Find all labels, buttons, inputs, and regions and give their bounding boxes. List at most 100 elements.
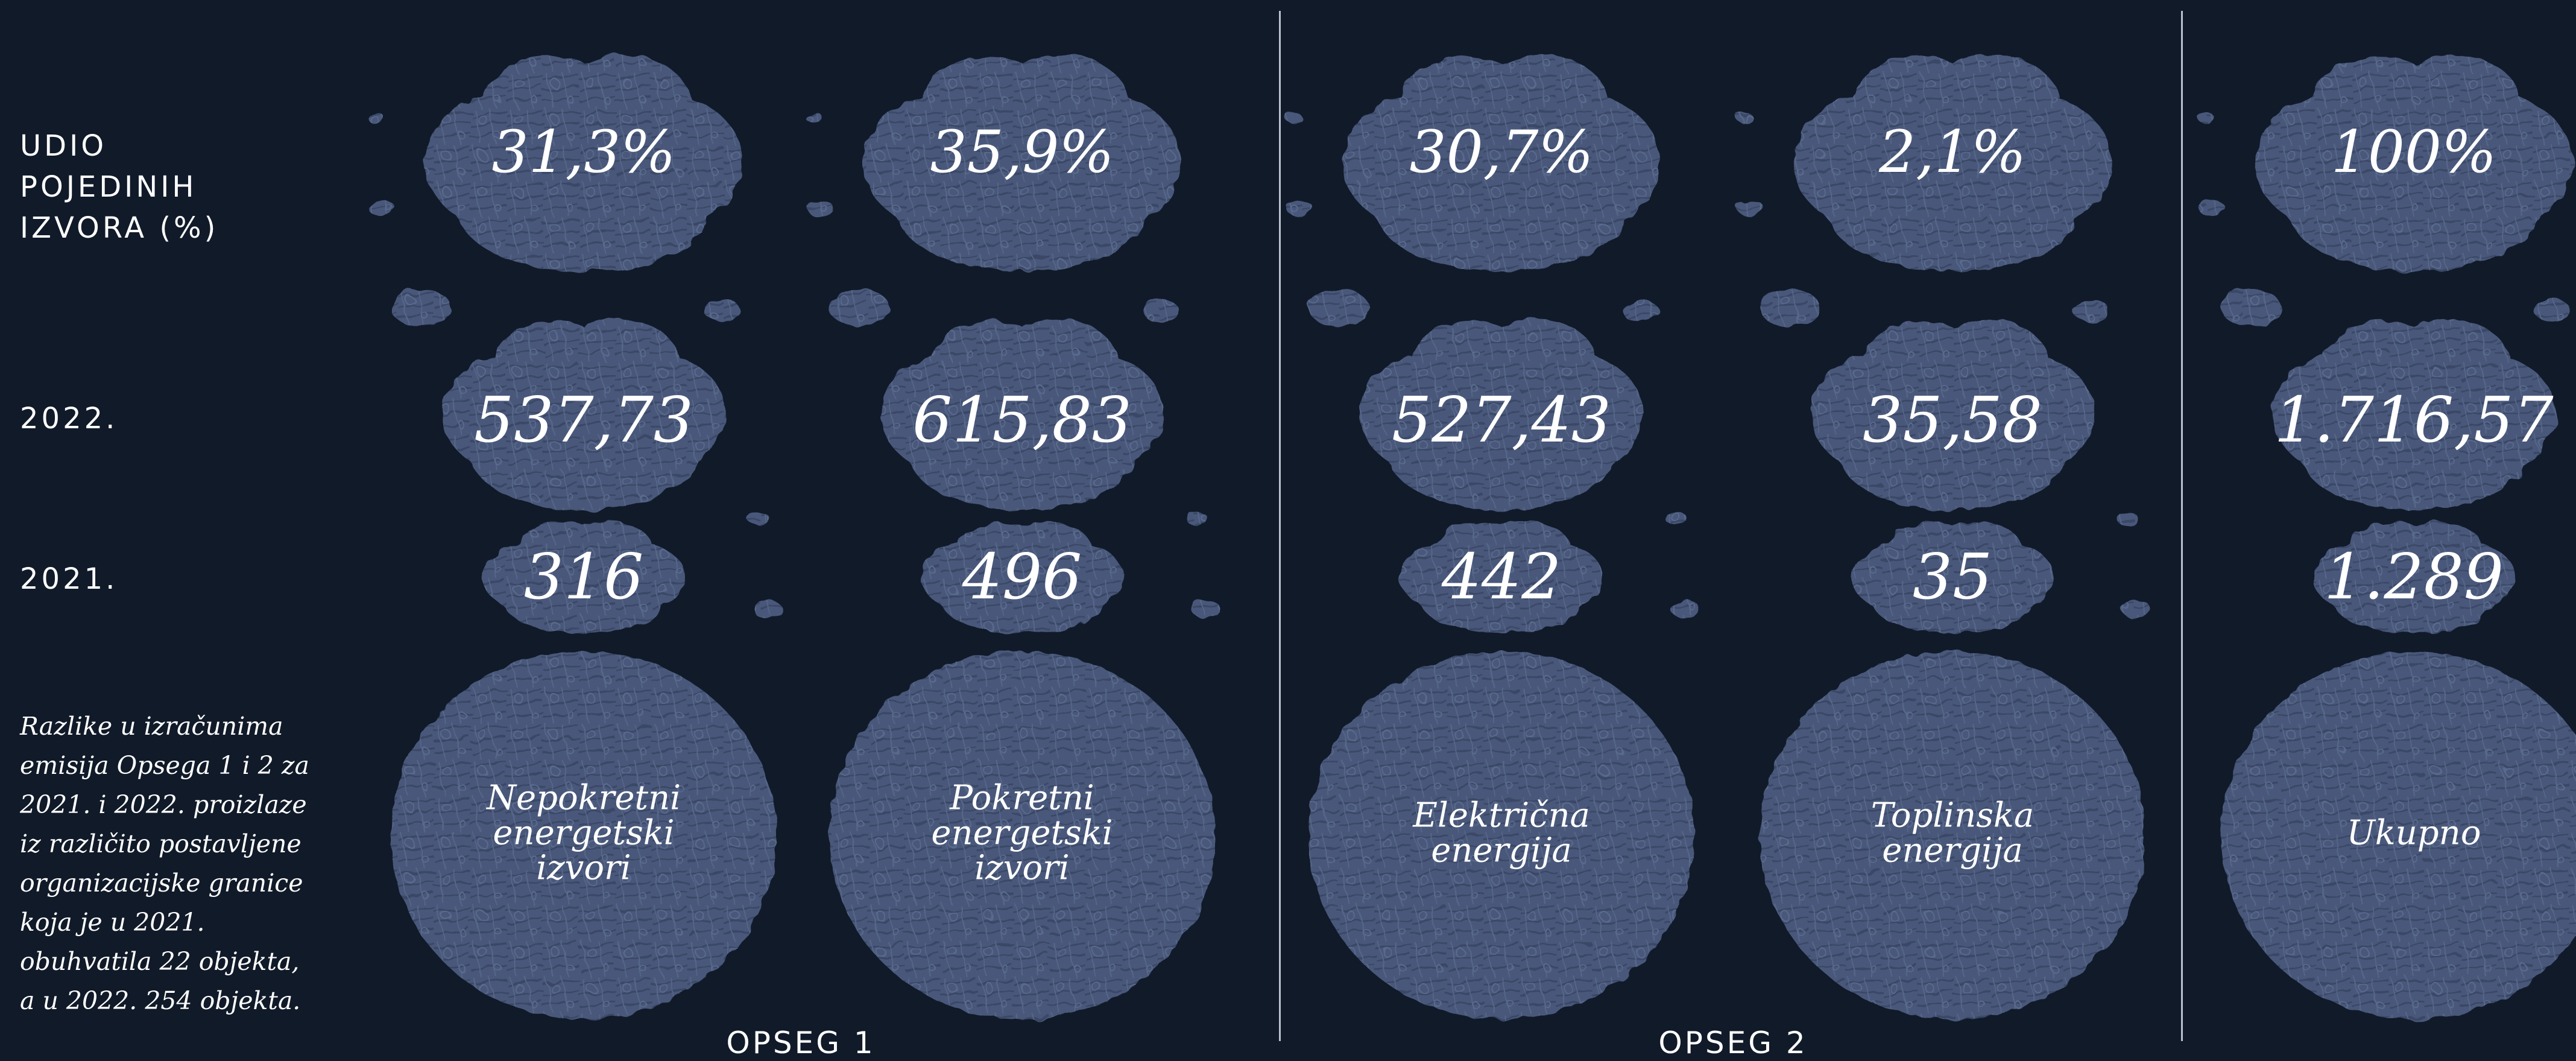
small-blob xyxy=(367,112,384,123)
small-blob xyxy=(1143,299,1179,322)
small-blob xyxy=(1665,511,1687,526)
category-name-line: Nepokretni xyxy=(485,779,681,818)
group-label-opseg-2: OPSEG 2 xyxy=(1658,1025,1808,1060)
value-2021: 1.289 xyxy=(2324,540,2504,613)
small-blob xyxy=(753,600,782,618)
category-circle xyxy=(829,651,1215,1019)
cloud-bump xyxy=(2396,521,2483,575)
cloud-bump xyxy=(2385,54,2522,158)
category-name-line: Pokretni xyxy=(949,779,1094,818)
cloud-2021 xyxy=(921,521,1123,633)
footnote-line: organizacijske granice xyxy=(20,869,303,898)
small-blob xyxy=(1622,299,1658,322)
cloud-2021 xyxy=(482,521,685,633)
value-2021: 316 xyxy=(524,540,644,613)
cloud-bump xyxy=(1934,521,2021,575)
small-blob xyxy=(806,112,822,123)
value-2022: 527,43 xyxy=(1392,383,1611,457)
category-name-line: energija xyxy=(1431,831,1572,870)
share-value: 35,9% xyxy=(930,118,1114,186)
cloud-bump xyxy=(2289,152,2539,271)
small-blob xyxy=(748,511,769,526)
cloud-2022 xyxy=(880,318,1164,510)
cloud-bump xyxy=(1004,521,1091,575)
value-2021: 442 xyxy=(1441,540,1562,613)
cloud-bump xyxy=(897,152,1147,271)
cloud-bump xyxy=(942,572,1102,633)
share-value: 30,7% xyxy=(1410,118,1594,186)
cloud-bump xyxy=(994,54,1130,158)
footnote-line: iz različito postavljene xyxy=(20,829,301,858)
footnote-line: obuhvatila 22 objekta, xyxy=(20,947,300,976)
cloud-bump xyxy=(472,405,695,510)
cloud-bump xyxy=(1422,572,1581,633)
small-blob xyxy=(1671,600,1700,618)
small-blob xyxy=(1286,200,1313,217)
cloud-2021 xyxy=(1851,521,2054,633)
row-label-2021: 2021. xyxy=(20,562,118,596)
cloud-bump xyxy=(1873,572,2032,633)
cloud-2022 xyxy=(1359,318,1644,510)
value-2022: 1.716,57 xyxy=(2274,383,2554,457)
cloud-bump xyxy=(1828,152,2077,271)
small-blob xyxy=(2199,200,2225,217)
category-circle xyxy=(391,651,777,1019)
cloud-bump xyxy=(1377,152,1626,271)
cloud-2021 xyxy=(1400,521,1603,633)
cloud-bump xyxy=(1390,405,1613,510)
cloud-2022 xyxy=(441,318,726,510)
share-value: 2,1% xyxy=(1878,118,2026,186)
cloud-bump xyxy=(911,405,1134,510)
cloud-bump xyxy=(1483,521,1570,575)
value-2021: 35 xyxy=(1913,540,1992,613)
category-name-line: izvori xyxy=(974,849,1069,888)
share-cloud xyxy=(863,54,1181,271)
small-blob xyxy=(829,289,889,326)
row-label-share: UDIO POJEDINIH IZVORA (%) xyxy=(20,125,218,249)
cloud-bump xyxy=(459,152,709,271)
small-blob xyxy=(1309,289,1369,326)
cloud-2022 xyxy=(2271,318,2556,510)
cloud-bump xyxy=(997,318,1119,410)
small-blob xyxy=(1192,600,1220,618)
cloud-bump xyxy=(504,572,663,633)
value-2022: 35,58 xyxy=(1863,383,2042,457)
cloud-bump xyxy=(2302,405,2525,510)
cloud-bump xyxy=(1841,405,2064,510)
cloud-2021 xyxy=(2312,521,2515,633)
cloud-2022 xyxy=(1810,318,2095,510)
column-5: 100% 1.716,57 1.289 Ukupno xyxy=(2197,54,2576,1019)
small-blob xyxy=(807,200,833,217)
small-blob xyxy=(1760,289,1820,326)
cloud-bump xyxy=(1927,318,2049,410)
share-value: 100% xyxy=(2331,118,2496,186)
share-cloud xyxy=(1793,54,2112,271)
cloud-bump xyxy=(1473,54,1609,158)
small-blob xyxy=(2197,112,2214,123)
small-blob xyxy=(1186,511,1208,526)
small-blob xyxy=(368,200,395,217)
small-blob xyxy=(704,299,740,322)
row-label-share-line: IZVORA (%) xyxy=(20,211,219,245)
category-circle xyxy=(1309,651,1694,1019)
value-2022: 615,83 xyxy=(912,383,1132,457)
group-divider xyxy=(1279,11,1281,1041)
share-cloud xyxy=(2255,54,2573,271)
category-circle xyxy=(2221,651,2576,1019)
row-label-share-line: UDIO xyxy=(20,129,107,163)
small-blob xyxy=(2221,289,2281,326)
small-blob xyxy=(1737,200,1764,217)
footnote: Razlike u izračunima emisija Opsega 1 i … xyxy=(20,707,309,1021)
group-label-opseg-1: OPSEG 1 xyxy=(726,1025,876,1060)
small-blob xyxy=(391,289,451,326)
footnote-line: koja je u 2021. xyxy=(20,908,205,937)
small-blob xyxy=(1285,112,1302,123)
value-2022: 537,73 xyxy=(474,383,693,457)
small-blob xyxy=(2073,299,2109,322)
small-blob xyxy=(2117,511,2138,526)
share-cloud xyxy=(1342,54,1661,271)
